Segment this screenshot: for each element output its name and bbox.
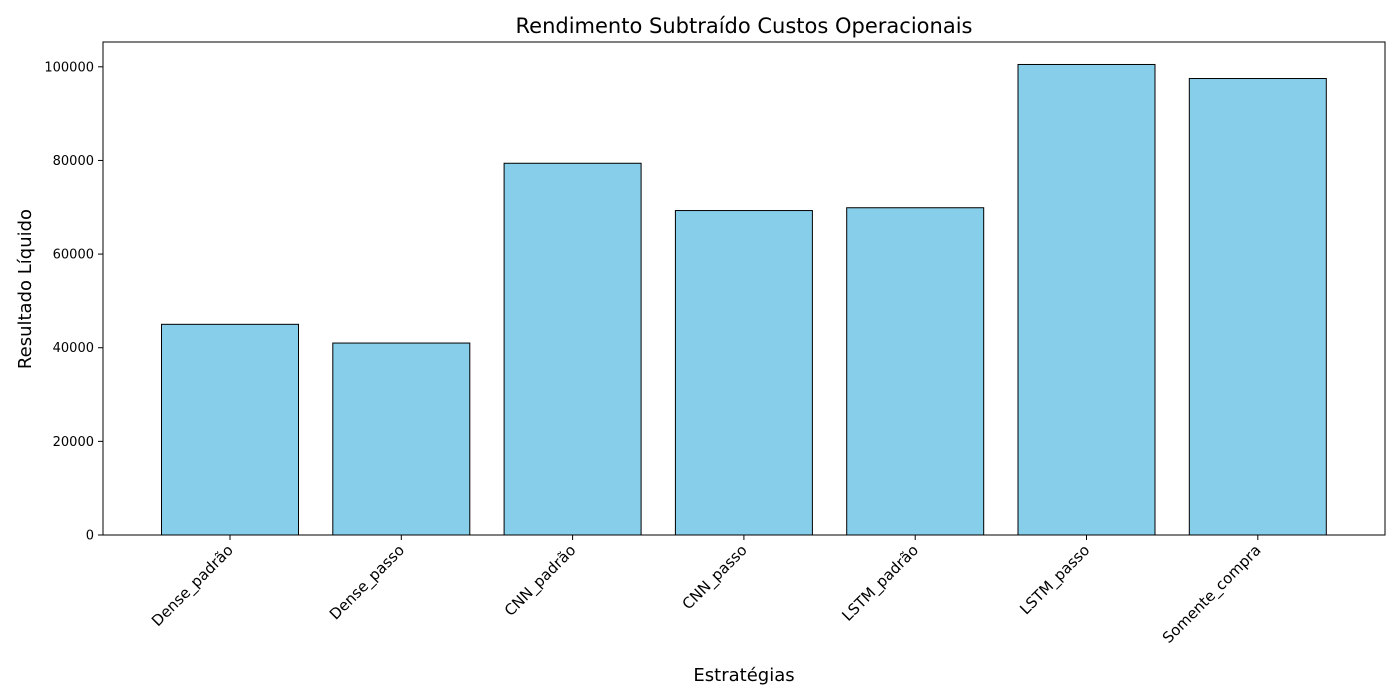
x-tick-label: CNN_passo (679, 541, 752, 614)
bars-layer (161, 63, 1327, 536)
x-axis-label: Estratégias (693, 665, 794, 686)
bar (674, 210, 813, 536)
y-tick-label: 20000 (53, 435, 94, 450)
x-tick-label: Dense_padrão (148, 541, 238, 631)
x-tick-label: LSTM_passo (1016, 541, 1094, 619)
chart-title: Rendimento Subtraído Custos Operacionais (516, 14, 973, 38)
x-ticks: Dense_padrão Dense_passo CNN_padrão CNN_pas… (148, 535, 1265, 648)
bar (1188, 78, 1327, 536)
bar (1017, 63, 1156, 536)
y-tick-label: 60000 (53, 248, 94, 263)
bar (161, 323, 299, 536)
y-axis-label: Resultado Líquido (15, 209, 36, 369)
bar (332, 342, 471, 536)
x-tick-label: CNN_padrão (501, 541, 580, 620)
x-tick-label: LSTM_padrão (838, 541, 922, 625)
y-ticks: 0 20000 40000 60000 80000 100000 (44, 60, 103, 544)
y-tick-label: 40000 (53, 341, 94, 356)
x-tick-label: Somente_compra (1159, 541, 1265, 647)
y-tick-label: 100000 (44, 60, 94, 75)
x-tick-label: Dense_passo (326, 541, 409, 624)
plot-frame (102, 41, 1386, 536)
bar (503, 162, 642, 536)
bar (846, 207, 985, 536)
y-tick-label: 0 (86, 529, 94, 544)
y-tick-label: 80000 (53, 154, 94, 169)
